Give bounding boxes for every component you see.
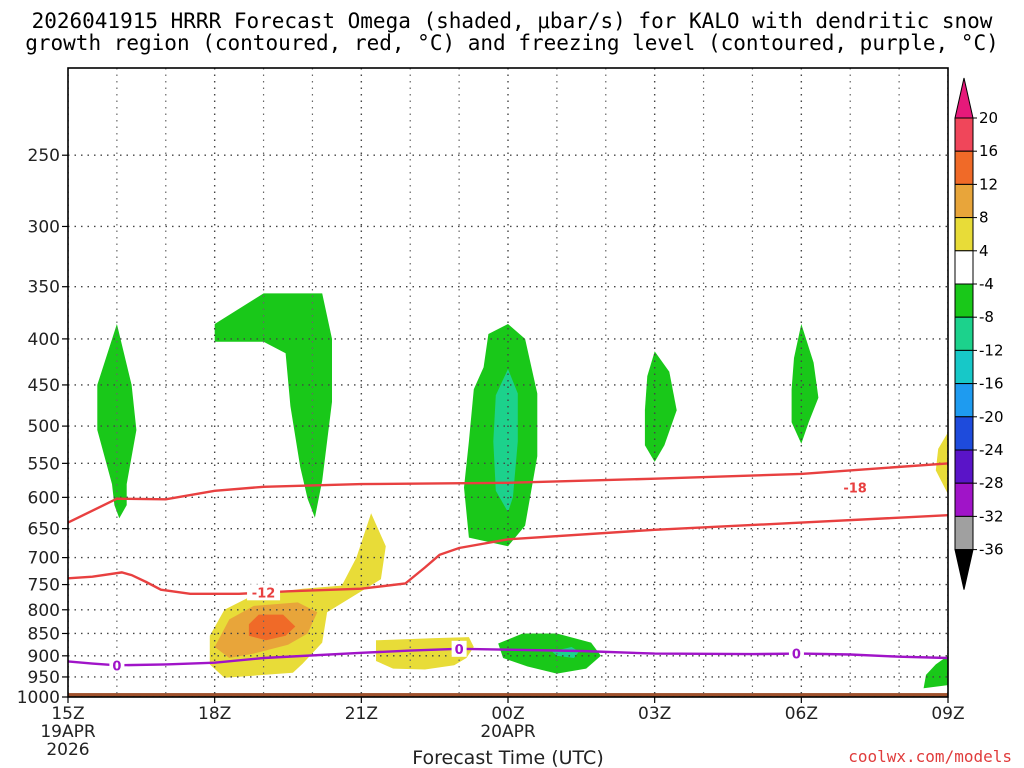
contour-label-bg-zero-1: [109, 657, 125, 674]
colorbar-swatch-2: [954, 150, 974, 185]
colorbar-label-11: -24: [979, 441, 1004, 459]
contour-label-bg-zero-2: [451, 640, 467, 657]
ytick-label-950: 950: [28, 668, 60, 688]
colorbar-label-10: -20: [979, 408, 1004, 426]
xtick-label-21Z: 21Z: [345, 704, 378, 724]
colorbar-label-7: -8: [979, 308, 994, 326]
xtick-label-00Z: 00Z: [491, 704, 524, 724]
ytick-label-850: 850: [28, 624, 60, 644]
colorbar-label-3: 12: [979, 175, 998, 193]
colorbar-swatch-13: [954, 515, 974, 551]
colorbar-swatch-8: [954, 349, 974, 385]
ytick-label-450: 450: [28, 376, 60, 396]
omega-region-green-2: [214, 293, 332, 518]
contour-label-zero-3: 0: [792, 648, 801, 663]
xtick-sublabel-15Z-2: 2026: [46, 740, 89, 760]
colorbar-swatch-5: [954, 250, 974, 285]
colorbar-swatch-3: [954, 183, 974, 219]
chart-title-line-1: 2026041915 HRRR Forecast Omega (shaded, …: [32, 9, 993, 33]
contour-label-bg-zero-3: [788, 645, 804, 662]
colorbar-swatch-7: [954, 316, 974, 351]
colorbar-swatch-11: [954, 449, 974, 484]
colorbar-top-arrow: [954, 77, 974, 119]
colorbar-label-9: -16: [979, 375, 1004, 393]
colorbar: 20 16 12 8 4 -4 -8 -12 -16 -20 -24 -28 -32 -36: [954, 77, 1004, 590]
grid: [68, 68, 948, 697]
colorbar-label-13: -32: [979, 507, 1004, 525]
contour-label-minus18-1: -18: [843, 481, 867, 496]
colorbar-label-14: -36: [979, 541, 1004, 559]
colorbar-label-2: 16: [979, 142, 998, 160]
colorbar-label-1: 20: [979, 109, 998, 127]
colorbar-label-5: 4: [979, 242, 989, 260]
contour-minus18: [68, 462, 948, 524]
ytick-label-650: 650: [28, 520, 60, 540]
ytick-label-600: 600: [28, 488, 60, 508]
colorbar-label-8: -12: [979, 341, 1004, 359]
ytick-label-1000: 1000: [17, 688, 60, 708]
ytick-label-900: 900: [28, 647, 60, 667]
xtick-label-03Z: 03Z: [638, 704, 671, 724]
omega-region-green-6: [498, 633, 601, 674]
plot-layer: -18 -12 0 0 0: [68, 68, 948, 697]
colorbar-label-12: -28: [979, 474, 1004, 492]
omega-region-green-4: [644, 351, 677, 462]
xtick-label-15Z: 15Z: [51, 704, 84, 724]
xtick-sublabel-15Z-1: 19APR: [40, 722, 96, 742]
ytick-label-750: 750: [28, 576, 60, 596]
ytick-label-250: 250: [28, 146, 60, 166]
omega-region-teal-1: [493, 369, 518, 513]
ytick-label-700: 700: [28, 549, 60, 569]
credit-text: coolwx.com/models: [848, 747, 1012, 766]
contour-label-zero-2: 0: [455, 643, 464, 658]
xtick-label-18Z: 18Z: [198, 704, 231, 724]
terrain-ground: [68, 693, 948, 697]
colorbar-bottom-arrow: [954, 549, 974, 590]
ytick-label-500: 500: [28, 417, 60, 437]
ytick-label-400: 400: [28, 330, 60, 350]
x-axis-title: Forecast Time (UTC): [412, 747, 603, 768]
contour-minus12: [68, 514, 948, 595]
contour-label-bg-minus12-1: [247, 584, 281, 601]
omega-region-yellow-2: [376, 637, 474, 670]
contour-label-bg-minus18-1: [838, 479, 872, 496]
colorbar-label-6: -4: [979, 275, 994, 293]
contour-label-zero-1: 0: [112, 659, 121, 674]
colorbar-swatch-4: [954, 217, 974, 252]
ytick-label-350: 350: [28, 278, 60, 298]
xtick-label-06Z: 06Z: [785, 704, 818, 724]
chart-title-line-2: growth region (contoured, red, °C) and f…: [25, 31, 999, 55]
xtick-sublabel-00Z-1: 20APR: [480, 722, 536, 742]
colorbar-swatch-12: [954, 482, 974, 517]
xtick-label-09Z: 09Z: [931, 704, 964, 724]
omega-region-green-7: [923, 655, 948, 689]
colorbar-swatch-10: [954, 416, 974, 451]
ytick-label-300: 300: [28, 217, 60, 237]
ytick-label-550: 550: [28, 454, 60, 474]
colorbar-label-4: 8: [979, 209, 989, 227]
omega-region-green-1: [97, 324, 137, 519]
colorbar-swatch-9: [954, 383, 974, 418]
omega-region-green-5: [791, 324, 819, 444]
colorbar-swatch-6: [954, 283, 974, 318]
contour-label-minus12-1: -12: [252, 586, 276, 601]
colorbar-swatch-1: [954, 117, 974, 152]
ytick-label-800: 800: [28, 601, 60, 621]
